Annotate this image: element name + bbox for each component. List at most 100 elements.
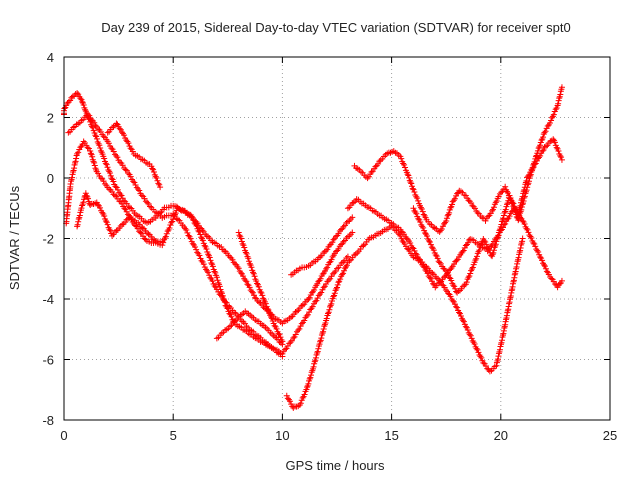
plot-frame (63, 56, 611, 421)
data-point (241, 244, 248, 251)
data-point (450, 282, 457, 289)
data-point (301, 317, 308, 324)
data-point (129, 148, 136, 155)
data-point (462, 192, 469, 199)
data-point (243, 250, 250, 257)
data-point (111, 192, 118, 199)
data-point (94, 201, 101, 208)
data-point (306, 375, 313, 382)
data-point (515, 254, 522, 261)
data-point (523, 177, 530, 184)
data-point (218, 288, 225, 295)
data-point (266, 309, 273, 316)
data-point (91, 162, 98, 169)
data-point (454, 256, 461, 263)
data-point (494, 356, 501, 363)
data-point (558, 84, 565, 91)
data-point (246, 260, 253, 267)
data-point (535, 249, 542, 256)
data-point (73, 155, 80, 162)
data-point (495, 232, 502, 239)
data-point (141, 195, 148, 202)
data-point (157, 184, 164, 191)
data-point (344, 218, 351, 225)
data-point (513, 264, 520, 271)
data-point (271, 322, 278, 329)
data-point (118, 192, 125, 199)
data-point (328, 256, 335, 263)
data-point (422, 229, 429, 236)
data-point (518, 199, 525, 206)
data-point (446, 209, 453, 216)
data-point (268, 315, 275, 322)
series-track-4 (74, 190, 166, 246)
data-point (317, 338, 324, 345)
data-point (95, 125, 102, 132)
data-point (477, 244, 484, 251)
data-point (409, 244, 416, 251)
data-point (254, 280, 261, 287)
data-point (460, 318, 467, 325)
data-point (344, 205, 351, 212)
data-point (312, 298, 319, 305)
data-point (339, 271, 346, 278)
data-point (473, 253, 480, 260)
data-point (253, 277, 260, 284)
data-point (153, 175, 160, 182)
data-point (485, 213, 492, 220)
data-point (238, 235, 245, 242)
x-tick-label: 0 (60, 428, 67, 443)
data-point (155, 180, 162, 187)
data-point (541, 263, 548, 270)
data-point (209, 263, 216, 270)
data-point (196, 228, 203, 235)
data-point (92, 122, 99, 129)
data-series (61, 84, 565, 411)
data-point (506, 213, 513, 220)
data-point (413, 193, 420, 200)
data-point (101, 180, 108, 187)
data-point (67, 180, 74, 187)
data-point (245, 255, 252, 262)
data-point (502, 183, 509, 190)
data-point (343, 262, 350, 269)
data-point (311, 287, 318, 294)
data-point (426, 274, 433, 281)
chart-title: Day 239 of 2015, Sidereal Day-to-day VTE… (101, 20, 570, 35)
data-point (478, 354, 485, 361)
data-point (105, 140, 112, 147)
data-point (314, 348, 321, 355)
data-point (116, 198, 123, 205)
data-point (106, 186, 113, 193)
data-point (397, 232, 404, 239)
data-point (510, 200, 517, 207)
data-point (95, 140, 102, 147)
data-point (537, 142, 544, 149)
series-track-10 (410, 136, 565, 296)
data-point (469, 264, 476, 271)
data-point (160, 239, 167, 246)
data-point (103, 161, 110, 168)
data-point (492, 241, 499, 248)
data-point (87, 150, 94, 157)
data-point (306, 294, 313, 301)
series-track-11 (288, 214, 356, 278)
data-point (537, 254, 544, 261)
data-point (229, 256, 236, 263)
data-point (474, 209, 481, 216)
data-point (106, 226, 113, 233)
data-point (149, 165, 156, 172)
data-point (312, 354, 319, 361)
data-point (100, 178, 107, 185)
data-point (515, 211, 522, 218)
data-point (340, 270, 347, 277)
data-point (90, 158, 97, 165)
data-point (442, 287, 449, 294)
data-point (70, 168, 77, 175)
data-point (492, 199, 499, 206)
data-point (426, 238, 433, 245)
data-point (317, 275, 324, 282)
series-track-12 (235, 229, 286, 345)
data-point (102, 218, 109, 225)
y-tick-label: -8 (42, 413, 54, 428)
